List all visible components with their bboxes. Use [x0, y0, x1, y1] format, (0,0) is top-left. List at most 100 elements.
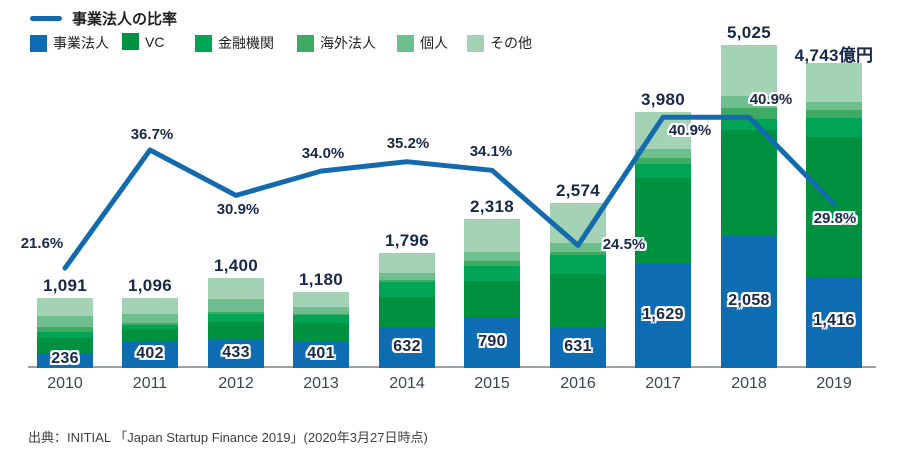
bar-segment: [806, 110, 862, 119]
bar-segment: [208, 278, 264, 300]
bar-segment: [37, 315, 93, 327]
bar-segment: [379, 297, 435, 328]
legend-label: 個人: [420, 35, 448, 51]
bar-total-label: 5,025: [726, 23, 772, 42]
bar-segment: [208, 322, 264, 341]
bar-segment: [293, 313, 349, 316]
bar-segment: [464, 261, 520, 267]
legend-label: VC: [145, 33, 165, 50]
year-label: 2010: [47, 375, 83, 392]
year-label: 2013: [303, 375, 339, 392]
bar-segment: [721, 95, 777, 108]
bar-segment: [550, 327, 606, 368]
pct-label: 24.5%: [602, 236, 646, 253]
bar-segment: [37, 352, 93, 368]
ratio-line-swatch-icon: [30, 16, 62, 21]
bar-segment: [379, 327, 435, 368]
bar-segment: [293, 342, 349, 368]
bar-segment: [806, 118, 862, 138]
source-note: 出典：INITIAL 「Japan Startup Finance 2019」(…: [28, 430, 428, 445]
bar-segment: [293, 306, 349, 314]
bar-segment: [293, 315, 349, 323]
ratio-line-legend: 事業法人の比率: [30, 8, 177, 29]
year-label: 2015: [474, 375, 510, 392]
legend-label: 海外法人: [320, 35, 376, 51]
pct-label: 35.2%: [386, 135, 430, 152]
bar-segment: [635, 158, 691, 165]
legend-label: 金融機関: [218, 35, 274, 51]
bar-total-label: 1,091: [42, 275, 88, 295]
bar-total-label: 1,180: [298, 270, 344, 290]
bar-segment: [635, 263, 691, 368]
legend-chip-icon: [195, 34, 212, 52]
bar-segment: [464, 252, 520, 262]
pct-label: 30.9%: [216, 201, 260, 218]
pct-label: 40.9%: [749, 91, 793, 108]
bar-segment: [635, 149, 691, 159]
year-label: 2019: [816, 375, 852, 392]
bar-segment: [37, 326, 93, 332]
legend-label: その他: [490, 35, 532, 51]
bar-inner-label: 1,629: [642, 305, 684, 323]
bar-segment: [122, 323, 178, 326]
legend-item: 海外法人: [297, 33, 376, 53]
ratio-line-legend-label: 事業法人の比率: [72, 11, 178, 28]
bar-inner-label: 402: [136, 345, 164, 363]
bar-segment: [208, 312, 264, 315]
bar-segment: [122, 329, 178, 343]
bar-segment: [293, 322, 349, 343]
bar-segment: [550, 274, 606, 328]
bar-segment: [122, 342, 178, 368]
legend-chip-icon: [297, 34, 314, 52]
bar-segment: [122, 313, 178, 324]
bar-inner-label: 401: [307, 345, 335, 363]
bar-segment: [635, 164, 691, 179]
legend-label: 事業法人: [53, 35, 109, 51]
bar-segment: [37, 338, 93, 353]
pct-label: 40.9%: [668, 122, 712, 139]
bar-inner-label: 790: [478, 332, 506, 350]
bar-segment: [208, 299, 264, 313]
bar-segment: [379, 279, 435, 283]
bar-segment: [37, 331, 93, 339]
year-label: 2018: [731, 375, 767, 392]
pct-label: 34.0%: [301, 145, 345, 162]
bar-segment: [806, 276, 862, 368]
bar-total-label: 3,980: [640, 90, 686, 110]
year-label: 2014: [389, 375, 425, 392]
bar-segment: [208, 314, 264, 323]
bar-segment: [806, 102, 862, 111]
pct-label: 34.1%: [469, 143, 513, 160]
year-label: 2016: [560, 375, 596, 392]
bar-segment: [721, 107, 777, 119]
bar-segment: [122, 297, 178, 314]
bar-segment: [464, 317, 520, 368]
year-label: 2012: [218, 375, 254, 392]
bar-inner-label: 236: [51, 350, 79, 368]
bar-segment: [122, 325, 178, 330]
legend-chip-icon: [397, 34, 414, 52]
legend-chip-icon: [122, 33, 139, 50]
bar-inner-label: 632: [393, 337, 421, 355]
bar-total-label: 4,743億円: [794, 46, 874, 66]
bar-inner-label: 1,416: [813, 312, 855, 330]
bar-segment: [37, 297, 93, 316]
bar-total-label: 1,096: [127, 275, 173, 295]
bar-total-label: 2,574: [555, 180, 601, 200]
legend-item: 個人: [397, 33, 448, 53]
x-axis-line: [28, 366, 876, 368]
bar-segment: [721, 129, 777, 236]
bar-segment: [208, 340, 264, 368]
legend-item: その他: [467, 33, 532, 53]
bar-inner-label: 2,058: [728, 291, 770, 309]
pct-label: 29.8%: [813, 210, 857, 227]
bar-segment: [550, 255, 606, 275]
pct-label: 36.7%: [130, 126, 174, 143]
bar-segment: [721, 45, 777, 96]
legend-item: 金融機関: [195, 33, 274, 53]
legend-item: 事業法人: [30, 33, 109, 53]
bar-segment: [379, 282, 435, 298]
bar-inner-label: 433: [222, 344, 250, 362]
bar-total-label: 1,796: [384, 230, 430, 250]
